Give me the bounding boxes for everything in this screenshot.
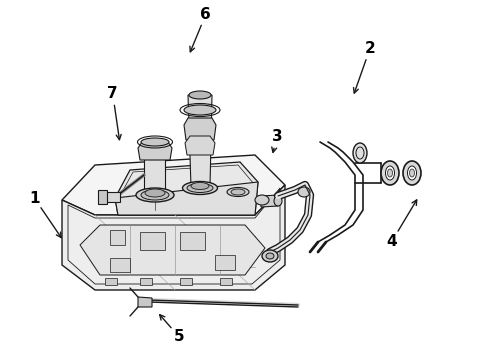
Ellipse shape (187, 184, 213, 193)
Ellipse shape (266, 253, 274, 259)
Text: 7: 7 (107, 86, 118, 101)
Ellipse shape (189, 91, 211, 99)
Ellipse shape (274, 196, 282, 206)
Text: 3: 3 (271, 129, 282, 144)
Ellipse shape (353, 143, 367, 163)
Polygon shape (62, 185, 285, 290)
Polygon shape (180, 232, 205, 250)
Text: 1: 1 (29, 190, 40, 206)
Polygon shape (184, 118, 216, 140)
Polygon shape (62, 155, 285, 215)
Polygon shape (115, 182, 258, 215)
Polygon shape (138, 297, 152, 307)
Ellipse shape (227, 188, 249, 197)
Polygon shape (144, 155, 165, 194)
Ellipse shape (262, 250, 278, 262)
Polygon shape (185, 136, 215, 155)
Polygon shape (115, 162, 258, 215)
Polygon shape (105, 192, 120, 202)
Ellipse shape (231, 189, 245, 195)
Ellipse shape (388, 169, 392, 177)
Ellipse shape (403, 161, 421, 185)
Ellipse shape (191, 183, 209, 189)
Polygon shape (80, 225, 265, 275)
Polygon shape (98, 190, 107, 204)
Ellipse shape (141, 190, 169, 200)
Polygon shape (261, 195, 278, 207)
Text: 4: 4 (387, 234, 397, 249)
Text: 2: 2 (365, 41, 375, 56)
Polygon shape (140, 232, 165, 250)
Text: 5: 5 (173, 329, 184, 344)
Ellipse shape (141, 138, 169, 146)
Ellipse shape (381, 161, 399, 185)
Polygon shape (215, 255, 235, 270)
Ellipse shape (410, 169, 415, 177)
Ellipse shape (136, 188, 174, 202)
Polygon shape (105, 278, 117, 285)
Ellipse shape (184, 105, 216, 115)
Ellipse shape (182, 181, 218, 194)
Polygon shape (140, 278, 152, 285)
Ellipse shape (386, 166, 394, 180)
Polygon shape (188, 95, 212, 187)
Ellipse shape (298, 187, 310, 197)
Polygon shape (138, 142, 172, 160)
Text: 6: 6 (200, 7, 211, 22)
Ellipse shape (255, 195, 269, 205)
Polygon shape (180, 278, 192, 285)
Ellipse shape (145, 189, 165, 197)
Ellipse shape (408, 166, 416, 180)
Polygon shape (110, 230, 125, 245)
Polygon shape (110, 258, 130, 272)
Polygon shape (220, 278, 232, 285)
